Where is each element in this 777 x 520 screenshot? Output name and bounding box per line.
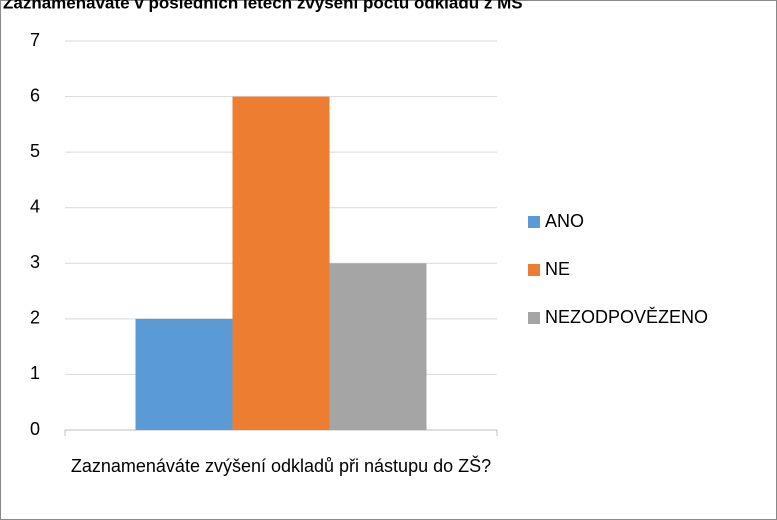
legend-swatch <box>528 264 540 276</box>
legend-label: NEZODPOVĚZENO <box>545 307 708 327</box>
bar <box>329 263 427 430</box>
bar <box>232 96 330 431</box>
chart-title: Zaznamenáváte v posledních letech zvýšen… <box>3 0 523 12</box>
y-tick-label: 6 <box>30 85 40 105</box>
legend-swatch <box>528 312 540 324</box>
x-category-label: Zaznamenáváte zvýšení odkladů při nástup… <box>70 456 492 476</box>
y-tick-label: 3 <box>30 252 40 272</box>
y-tick-label: 0 <box>30 419 40 439</box>
y-tick-label: 4 <box>30 196 40 216</box>
y-tick-label: 2 <box>30 308 40 328</box>
y-tick-label: 5 <box>30 141 40 161</box>
y-tick-label: 1 <box>30 363 40 383</box>
legend-label: ANO <box>545 211 584 231</box>
legend-swatch <box>528 216 540 228</box>
y-tick-label: 7 <box>30 30 40 50</box>
bar <box>135 318 233 430</box>
legend-label: NE <box>545 259 570 279</box>
